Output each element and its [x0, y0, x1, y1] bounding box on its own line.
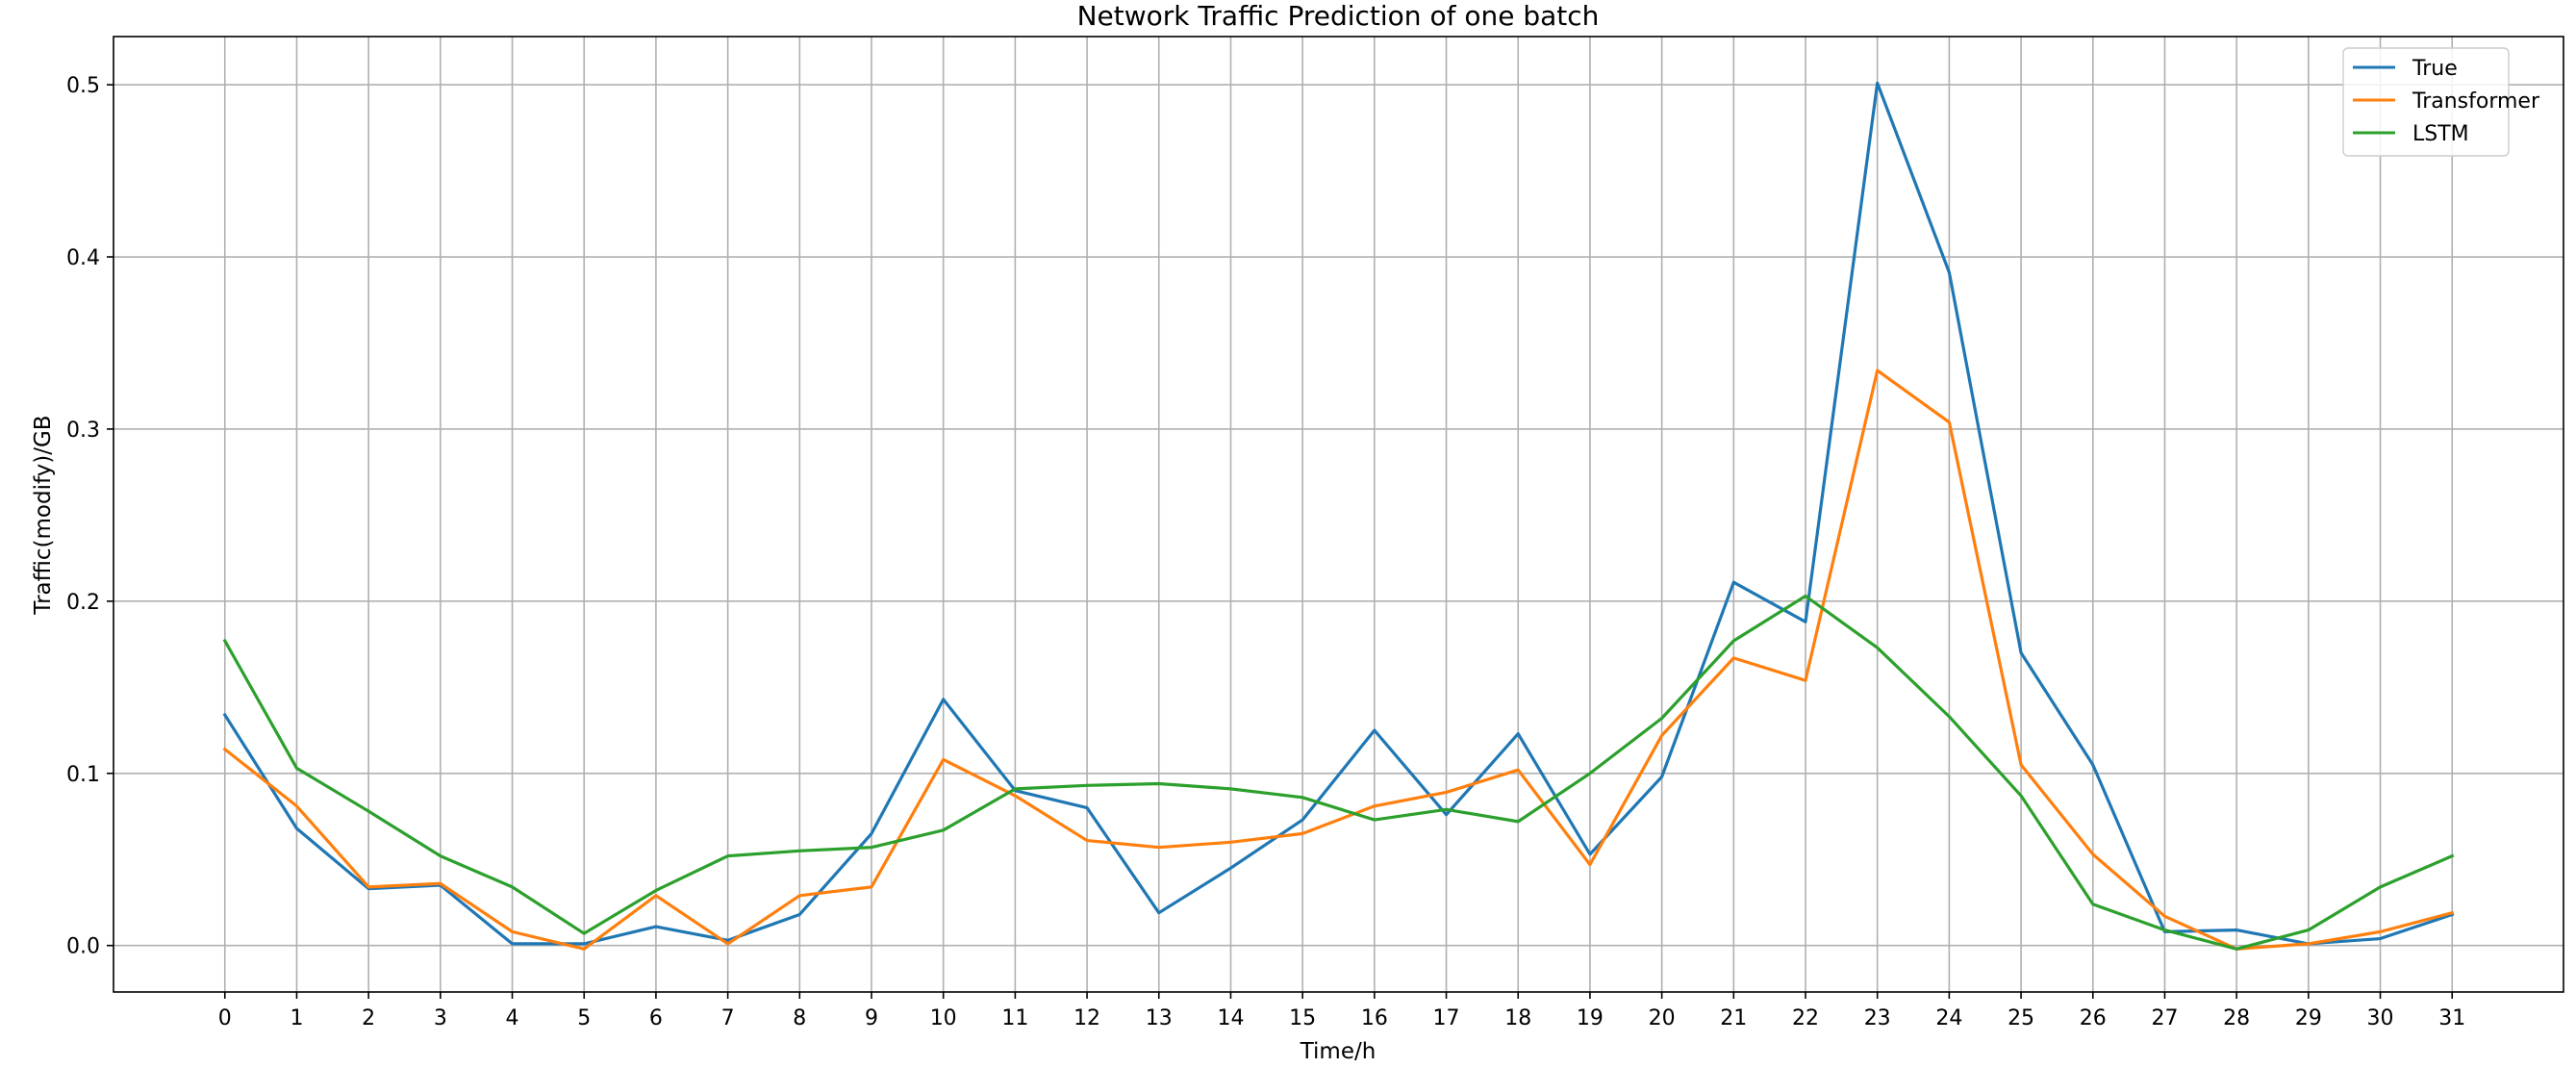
- x-tick-label: 30: [2367, 1006, 2394, 1030]
- x-tick-label: 25: [2008, 1006, 2034, 1030]
- x-tick-label: 11: [1001, 1006, 1028, 1030]
- x-tick-label: 21: [1720, 1006, 1747, 1030]
- x-tick-label: 13: [1146, 1006, 1173, 1030]
- chart-title: Network Traffic Prediction of one batch: [1077, 0, 1600, 32]
- x-tick-label: 16: [1361, 1006, 1388, 1030]
- x-tick-label: 28: [2223, 1006, 2250, 1030]
- legend-label-lstm: LSTM: [2412, 122, 2469, 146]
- series-line-lstm: [222, 594, 2455, 951]
- x-tick-label: 8: [793, 1006, 806, 1030]
- x-tick-label: 26: [2080, 1006, 2107, 1030]
- x-axis-label: Time/h: [1300, 1039, 1376, 1064]
- y-tick-label: 0.2: [66, 591, 100, 615]
- legend: True Transformer LSTM: [2342, 47, 2540, 157]
- series-line-transformer: [222, 369, 2455, 951]
- y-tick-label: 0.1: [66, 763, 100, 787]
- legend-label-transformer: Transformer: [2412, 89, 2540, 114]
- x-tick-label: 14: [1217, 1006, 1244, 1030]
- y-tick-label: 0.3: [66, 419, 100, 443]
- x-tick-label: 3: [434, 1006, 447, 1030]
- x-tick-label: 12: [1073, 1006, 1100, 1030]
- x-tick-label: 31: [2438, 1006, 2465, 1030]
- x-tick-label: 0: [218, 1006, 232, 1030]
- plot-area-frame: [113, 36, 2564, 993]
- x-axis-ticks: 0 1 2 3 4 5 6 7 8 9 10 11 12 13 14 15 16 17 18 19 20 21 22 23 24…: [218, 992, 2465, 1030]
- x-tick-label: 17: [1433, 1006, 1460, 1030]
- x-tick-label: 18: [1504, 1006, 1531, 1030]
- x-tick-label: 20: [1649, 1006, 1676, 1030]
- x-tick-label: 6: [649, 1006, 663, 1030]
- series-lines: [222, 81, 2455, 951]
- x-tick-label: 7: [721, 1006, 735, 1030]
- x-tick-label: 10: [930, 1006, 957, 1030]
- x-tick-label: 2: [362, 1006, 375, 1030]
- x-tick-label: 23: [1864, 1006, 1891, 1030]
- x-tick-label: 24: [1935, 1006, 1962, 1030]
- x-tick-label: 1: [290, 1006, 303, 1030]
- y-tick-label: 0.0: [66, 935, 100, 959]
- x-tick-label: 5: [577, 1006, 591, 1030]
- legend-box: [2342, 47, 2510, 157]
- y-axis-ticks: 0.0 0.1 0.2 0.3 0.4 0.5: [66, 74, 114, 959]
- x-tick-label: 27: [2151, 1006, 2178, 1030]
- x-tick-label: 22: [1792, 1006, 1819, 1030]
- x-tick-label: 4: [506, 1006, 519, 1030]
- y-tick-label: 0.4: [66, 246, 100, 270]
- y-axis-label: Traffic(modify)/GB: [31, 415, 56, 615]
- x-tick-label: 9: [865, 1006, 878, 1030]
- x-tick-label: 29: [2295, 1006, 2322, 1030]
- x-tick-label: 19: [1577, 1006, 1604, 1030]
- series-line-true: [222, 81, 2455, 946]
- legend-label-true: True: [2412, 57, 2458, 81]
- grid-lines: [114, 37, 2563, 992]
- x-tick-label: 15: [1289, 1006, 1316, 1030]
- y-tick-label: 0.5: [66, 74, 100, 98]
